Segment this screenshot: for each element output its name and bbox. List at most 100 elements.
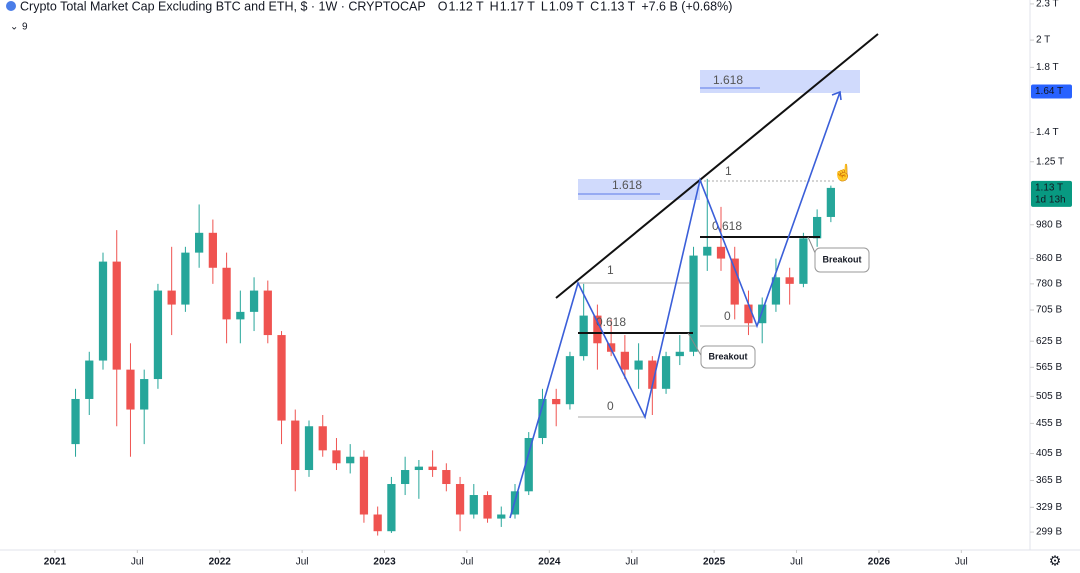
header-value: 1.09 T	[549, 0, 585, 13]
x-tick-label: 2026	[868, 557, 891, 568]
candle-body	[222, 267, 231, 320]
collapse-icon[interactable]: ⌄	[10, 22, 18, 33]
y-tick-label: 299 B	[1036, 527, 1062, 538]
candle-body	[195, 232, 204, 253]
fib-label: 1.618	[713, 73, 743, 87]
y-tick-label: 1.4 T	[1036, 127, 1059, 138]
candle-body	[785, 277, 794, 284]
price-tag	[1031, 84, 1072, 99]
projection-path	[509, 91, 841, 519]
fib-label: 1.618	[612, 178, 642, 192]
price-axis	[1030, 0, 1080, 550]
settings-icon[interactable]: ⚙	[1049, 553, 1062, 569]
candle-body	[387, 484, 396, 532]
header-key: O	[438, 0, 448, 13]
candle-body	[249, 290, 259, 312]
y-tick-label: 505 B	[1036, 391, 1062, 402]
candle-body	[346, 456, 355, 464]
y-tick-label: 625 B	[1036, 336, 1062, 347]
candle-body	[373, 514, 382, 532]
fib-extension-zone	[700, 70, 860, 93]
candle-body	[455, 484, 465, 515]
header-value: 1.12 T	[448, 0, 484, 13]
x-tick-label: 2024	[538, 557, 561, 568]
candle-body	[744, 304, 753, 324]
price-tag-sub: 1d 13h	[1035, 195, 1066, 206]
candle-body	[167, 290, 176, 305]
candle-body	[771, 277, 781, 305]
callout-line	[687, 332, 703, 358]
x-tick-label: Jul	[461, 557, 474, 568]
candle-body	[483, 495, 492, 519]
drawings: 1.618 1 0.618 0 1.618 1 0.618 0 Breakout…	[509, 33, 879, 519]
time-axis	[0, 550, 1080, 573]
symbol-icon	[6, 1, 16, 11]
y-tick-label: 565 B	[1036, 362, 1062, 373]
header-key: H	[490, 0, 499, 13]
y-tick-label: 980 B	[1036, 219, 1062, 230]
header-value: 1.17 T	[500, 0, 536, 13]
fib-label: 1	[725, 164, 732, 178]
trendline	[555, 33, 879, 299]
candle-body	[236, 311, 245, 320]
cursor-icon: ☝	[833, 163, 853, 182]
x-tick-label: 2021	[44, 557, 67, 568]
y-tick-label: 705 B	[1036, 305, 1062, 316]
candle-body	[153, 290, 163, 380]
candle-body	[71, 398, 80, 445]
candle-body	[579, 315, 588, 357]
price-tag-label: 1.13 T	[1035, 183, 1063, 194]
callout-text: Breakout	[822, 254, 861, 264]
y-tick-label: 780 B	[1036, 278, 1062, 289]
candle-body	[799, 238, 808, 284]
y-tick-label: 1.8 T	[1036, 62, 1059, 73]
candle-body	[730, 258, 739, 305]
fib-label: 0	[724, 309, 731, 323]
header-key: L	[541, 0, 548, 13]
header-change: +7.6 B (+0.68%)	[641, 0, 732, 13]
candle-body	[277, 335, 286, 421]
callout-box	[700, 345, 756, 369]
x-tick-label: Jul	[790, 557, 803, 568]
candle-body	[661, 356, 671, 389]
candle-body	[359, 456, 369, 515]
candle-body	[634, 360, 643, 370]
fib-label: 1	[607, 263, 614, 277]
candle-body	[620, 351, 629, 370]
y-tick-label: 860 B	[1036, 253, 1062, 264]
fib-label: 0	[607, 399, 614, 413]
x-tick-label: Jul	[131, 557, 144, 568]
fib-extension-zone	[578, 179, 700, 200]
indicator-count[interactable]: 9	[22, 22, 28, 33]
x-tick-label: 2023	[373, 557, 396, 568]
x-tick-label: 2025	[703, 557, 726, 568]
x-tick-label: 2022	[209, 557, 232, 568]
candle-body	[428, 466, 437, 471]
candle-body	[469, 495, 478, 515]
candle-body	[593, 315, 602, 344]
y-tick-label: 2.3 T	[1036, 0, 1059, 10]
y-tick-label: 1.25 T	[1036, 156, 1064, 167]
candle-body	[85, 360, 94, 399]
price-tag	[1031, 180, 1072, 207]
candle-body	[675, 351, 684, 357]
y-tick-label: 2 T	[1036, 35, 1050, 46]
callout-box	[814, 247, 870, 273]
y-tick-label: 329 B	[1036, 502, 1062, 513]
candle-body	[442, 470, 451, 485]
candle-body	[291, 420, 300, 471]
header-ohlc: O 1.12 T H 1.17 T L 1.09 T C 1.13 T +7.6 B (+0.6…	[438, 0, 733, 13]
candle-body	[813, 216, 822, 239]
candle-body	[552, 398, 561, 405]
candle-body	[112, 261, 121, 370]
header-key: C	[590, 0, 599, 13]
candle-body	[126, 369, 135, 410]
candle-body	[318, 426, 327, 451]
candle-body	[538, 398, 547, 439]
x-tick-label: Jul	[296, 557, 309, 568]
x-tick-label: Jul	[955, 557, 968, 568]
candle-body	[401, 470, 410, 485]
candle-body	[181, 252, 190, 305]
candle-body	[565, 356, 575, 405]
